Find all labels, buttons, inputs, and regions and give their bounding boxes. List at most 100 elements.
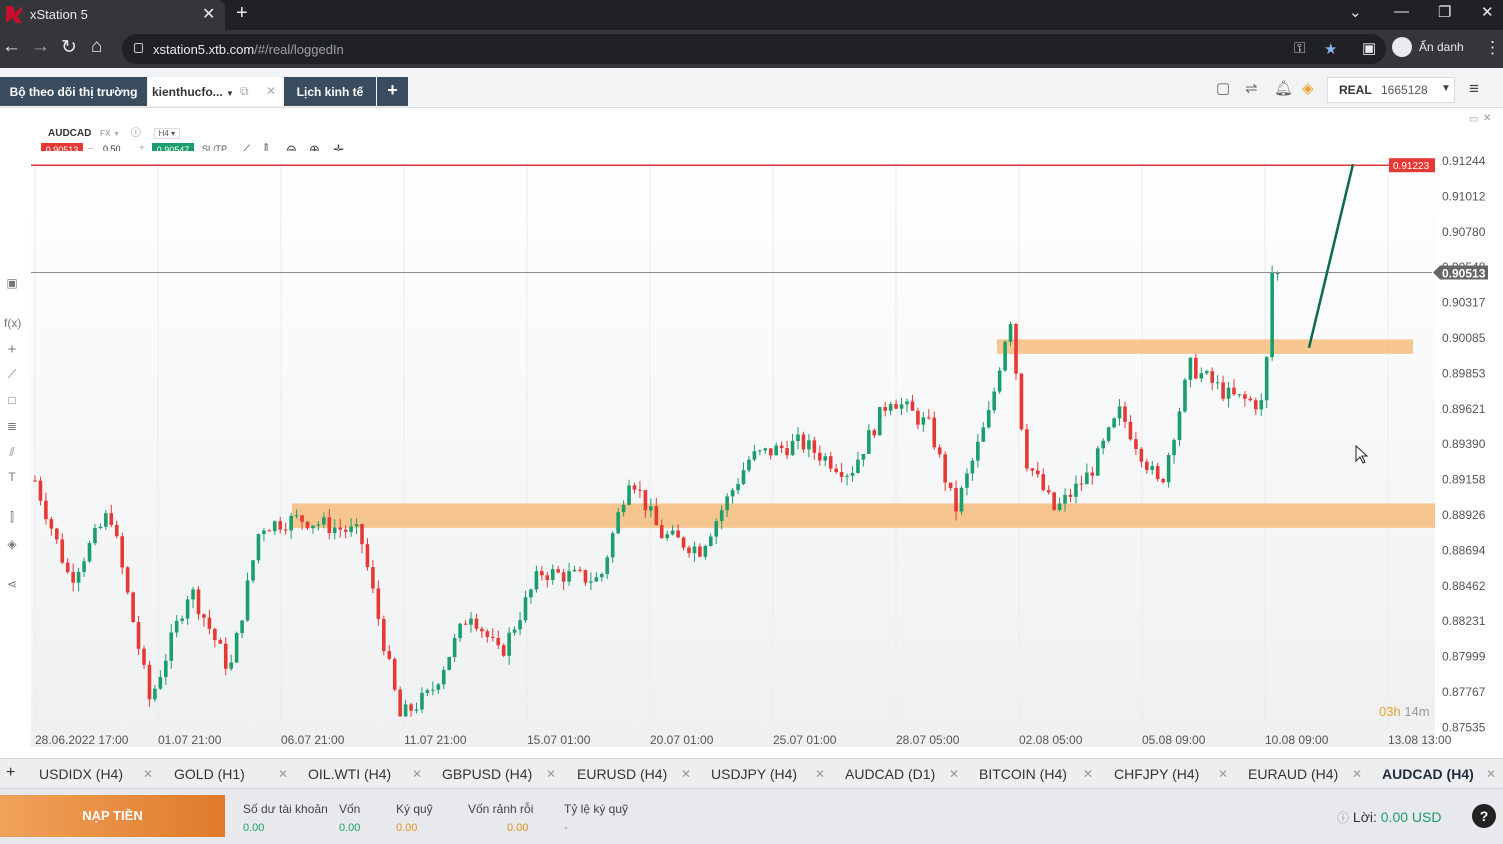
profile-label[interactable]: Ẩn danh: [1419, 40, 1464, 54]
candle-body: [932, 417, 937, 448]
symbol-tab[interactable]: AUDCAD (D1): [845, 766, 936, 782]
account-selector[interactable]: REAL 1665128 ▼: [1327, 77, 1455, 103]
candlestick-chart[interactable]: 0.912440.910120.907800.905480.903170.900…: [0, 108, 1503, 758]
candle-body: [916, 410, 920, 425]
volume-input[interactable]: 0.50: [103, 144, 121, 154]
zoom-out-icon[interactable]: ⊖: [286, 142, 297, 157]
text-tool-icon[interactable]: T: [8, 470, 16, 484]
close-symbol-tab-icon[interactable]: ✕: [1352, 767, 1363, 781]
minimize-icon[interactable]: —: [1394, 3, 1409, 20]
minus-volume-icon[interactable]: –: [88, 143, 94, 154]
symbol-tab[interactable]: GOLD (H1): [174, 766, 245, 782]
candle-body: [251, 560, 255, 581]
rectangle-tool-icon[interactable]: □: [8, 393, 16, 407]
close-window-icon[interactable]: ✕: [1481, 4, 1494, 21]
line-chart-icon[interactable]: ⟋: [241, 142, 251, 157]
side-panel-icon[interactable]: ▣: [1362, 40, 1377, 57]
candle-body: [55, 528, 59, 540]
candle-body: [921, 417, 926, 425]
deposit-button[interactable]: NẠP TIỀN: [0, 795, 225, 837]
indicators-icon[interactable]: f(x): [4, 316, 22, 330]
currency-exchange-icon[interactable]: ⇌: [1245, 80, 1258, 97]
symbol-tab[interactable]: CHFJPY (H4): [1114, 766, 1200, 782]
candle-body: [104, 513, 108, 527]
candle-body: [147, 664, 152, 700]
y-tick-label: 0.89621: [1442, 402, 1486, 416]
reload-icon[interactable]: ↻: [61, 37, 77, 58]
close-symbol-tab-icon[interactable]: ✕: [1083, 767, 1094, 781]
browser-menu-icon[interactable]: ⋮: [1484, 38, 1501, 57]
candle-body: [136, 622, 141, 649]
fibonacci-tool-icon[interactable]: ≣: [6, 419, 18, 433]
symbol-tab[interactable]: USDJPY (H4): [711, 766, 798, 782]
profit-display: ⓘ Lời: 0.00 USD: [1337, 809, 1441, 826]
symbol-tab[interactable]: OIL.WTI (H4): [308, 766, 392, 782]
timeframe-select[interactable]: H4 ▾: [153, 128, 181, 139]
symbol-tab[interactable]: EURAUD (H4): [1248, 766, 1339, 782]
hamburger-menu-icon[interactable]: ≡: [1469, 79, 1479, 98]
back-icon[interactable]: ←: [2, 36, 21, 57]
symbol-tab[interactable]: AUDCAD (H4): [1382, 766, 1474, 782]
symbol-tab[interactable]: BITCOIN (H4): [979, 766, 1067, 782]
close-workspace-icon[interactable]: ✕: [266, 84, 277, 98]
chevron-down-icon[interactable]: ▼: [113, 131, 121, 138]
candle-body: [632, 485, 637, 490]
candles-chart-icon[interactable]: ⫿: [264, 142, 269, 157]
bell-icon[interactable]: 🔔︎: [1274, 80, 1294, 97]
tab-search-icon[interactable]: ⌄: [1349, 4, 1362, 21]
maximize-chart-icon[interactable]: ▭: [1469, 114, 1479, 125]
tab-market-watch[interactable]: Bộ theo dõi thị trường: [0, 77, 147, 106]
home-icon[interactable]: ⌂: [91, 36, 103, 57]
chart-panel[interactable]: ▣ f(x) + ⟋ □ ≣ ⫽ T ⫿ ◈ ⋖ ▭ ✕ AUDCAD FX ▼…: [0, 108, 1503, 758]
help-icon[interactable]: ?: [1472, 804, 1496, 828]
account-footer: NẠP TIỀN Số dư tài khoản 0.00 Vốn 0.00 K…: [0, 788, 1503, 844]
line-tool-icon[interactable]: ⟋: [7, 367, 17, 381]
url-input[interactable]: xstation5.xtb.com/#/real/loggedIn ⚿ ★: [122, 34, 1386, 64]
layout-icon[interactable]: ▢: [1216, 80, 1231, 97]
close-symbol-tab-icon[interactable]: ✕: [143, 767, 154, 781]
tab-economic-calendar[interactable]: Lịch kinh tế: [284, 77, 376, 106]
close-chart-icon[interactable]: ✕: [1483, 113, 1492, 124]
close-symbol-tab-icon[interactable]: ✕: [546, 767, 557, 781]
close-symbol-tab-icon[interactable]: ✕: [412, 767, 423, 781]
candle-body: [1095, 448, 1100, 476]
browser-tab[interactable]: xStation 5 ✕: [0, 0, 225, 30]
pitchfork-tool-icon[interactable]: ⫽: [9, 445, 15, 459]
close-symbol-tab-icon[interactable]: ✕: [278, 767, 289, 781]
forward-icon[interactable]: →: [31, 36, 50, 57]
close-symbol-tab-icon[interactable]: ✕: [949, 767, 960, 781]
new-tab-icon[interactable]: +: [236, 2, 248, 24]
plus-volume-icon[interactable]: +: [139, 143, 145, 154]
signal-icon[interactable]: ◈: [1302, 80, 1314, 97]
close-symbol-tab-icon[interactable]: ✕: [681, 767, 692, 781]
share-icon[interactable]: ⋖: [6, 577, 18, 591]
candle-body: [1161, 478, 1165, 483]
symbol-tab[interactable]: USDIDX (H4): [39, 766, 124, 782]
incognito-icon[interactable]: [1392, 37, 1412, 57]
symbol-tab[interactable]: EURUSD (H4): [577, 766, 668, 782]
popout-icon[interactable]: ⧉: [240, 84, 249, 98]
close-tab-icon[interactable]: ✕: [202, 6, 216, 23]
close-symbol-tab-icon[interactable]: ✕: [1218, 767, 1229, 781]
symbol-name[interactable]: AUDCAD: [48, 128, 92, 139]
candle-body: [610, 533, 615, 558]
zoom-in-icon[interactable]: ⊕: [309, 142, 320, 157]
info-icon[interactable]: ⓘ: [130, 128, 141, 139]
close-symbol-tab-icon[interactable]: ✕: [815, 767, 826, 781]
candle-body: [1264, 357, 1269, 401]
sltp-button[interactable]: SL/TP: [202, 144, 228, 154]
add-tab-icon[interactable]: +: [377, 77, 408, 106]
key-icon[interactable]: ⚿: [1294, 40, 1306, 57]
close-symbol-tab-icon[interactable]: ✕: [1486, 767, 1497, 781]
add-chart-icon[interactable]: +: [6, 764, 16, 781]
candles-icon[interactable]: ⫿: [10, 510, 14, 524]
candle-body: [801, 434, 806, 450]
restore-icon[interactable]: ❐: [1438, 4, 1452, 21]
chart-type-icon[interactable]: ▣: [6, 276, 18, 290]
crosshair-tool-icon[interactable]: +: [7, 341, 17, 358]
tab-workspace[interactable]: kienthucfo... ▼ ⧉ ✕: [148, 77, 282, 106]
layers-icon[interactable]: ◈: [7, 537, 17, 551]
crosshair-icon[interactable]: ✛: [333, 142, 344, 157]
bookmark-star-icon[interactable]: ★: [1324, 41, 1338, 58]
symbol-tab[interactable]: GBPUSD (H4): [442, 766, 533, 782]
